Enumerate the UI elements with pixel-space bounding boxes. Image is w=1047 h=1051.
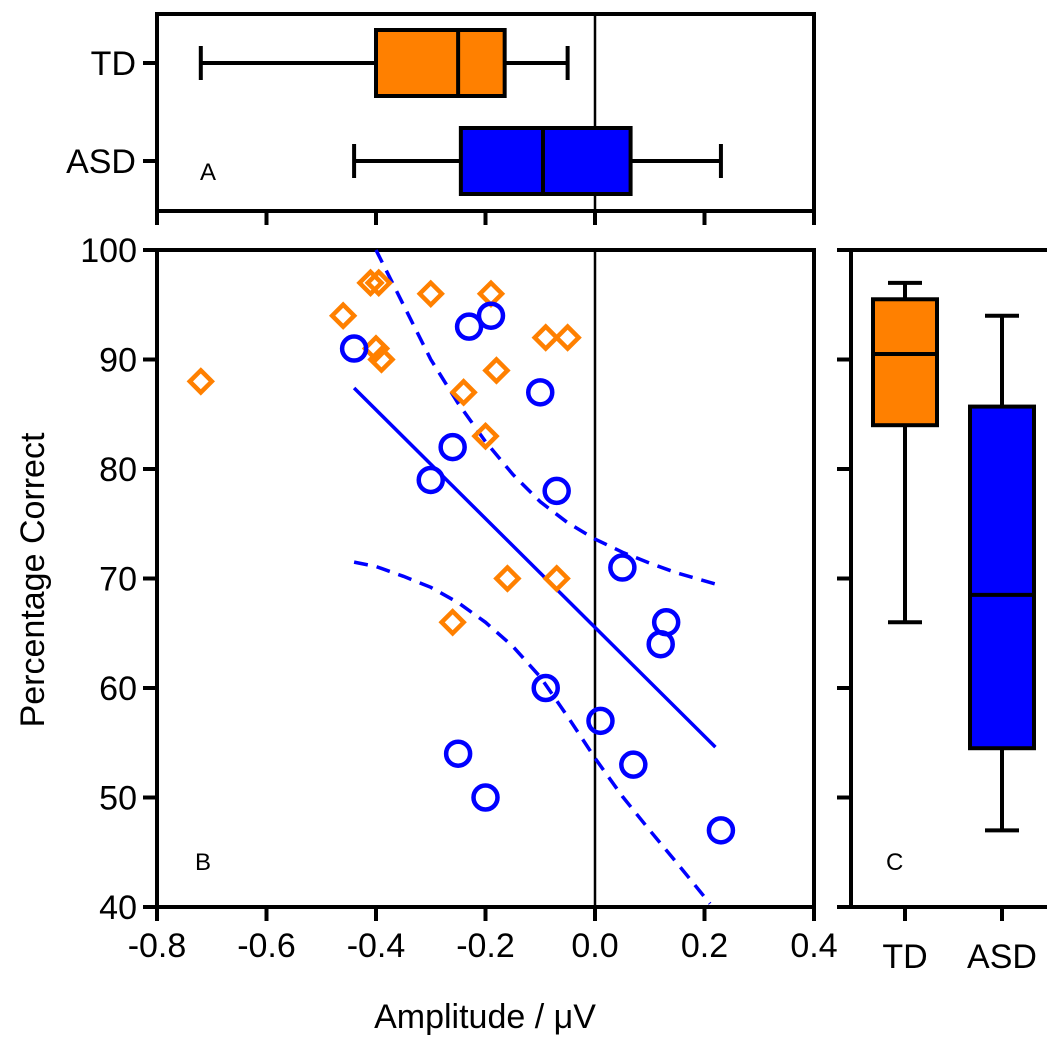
confidence-band-lower	[353, 560, 712, 905]
panel-b-y-tick-label: 100	[80, 232, 137, 270]
td-data-point	[531, 323, 560, 352]
panel-b-x-tick-label: 0.0	[571, 927, 618, 965]
td-data-point	[493, 564, 522, 593]
panel-a-category-asd: ASD	[66, 143, 136, 181]
td-data-point	[186, 367, 215, 396]
panel-a-boxes	[198, 28, 723, 196]
panel-b-regression	[352, 249, 717, 905]
td-data-point	[328, 301, 358, 330]
asd-data-point	[646, 629, 675, 659]
panel-b-y-tick-label: 40	[99, 889, 137, 927]
panel-c-category-td: TD	[882, 938, 927, 976]
panel-a-x-ticks	[155, 211, 816, 225]
asd-data-point	[608, 553, 637, 582]
panel-b-y-ticks: 40 50 60 70 80 90 100	[80, 232, 157, 927]
panel-b-x-tick-label: -0.2	[456, 927, 515, 965]
panel-c-letter: C	[886, 849, 903, 876]
td-data-point	[449, 378, 478, 407]
asd-data-point	[416, 465, 445, 495]
td-data-point	[367, 345, 396, 374]
panel-b-y-tick-label: 80	[99, 451, 137, 489]
td-data-point	[482, 356, 511, 385]
panel-b-x-tick-label: -0.6	[237, 927, 296, 965]
asd-data-point	[586, 706, 615, 736]
asd-data-point	[476, 301, 506, 330]
td-data-point	[438, 608, 467, 637]
asd-data-point	[706, 816, 736, 845]
td-data-point	[364, 268, 393, 298]
panel-c: C TD ASD	[837, 248, 1047, 976]
panel-a-category-td: TD	[91, 45, 136, 83]
asd-data-point	[542, 476, 571, 506]
panel-c-category-asd: ASD	[967, 938, 1037, 976]
panel-b: -0.8 -0.6 -0.4 -0.2 0.0 0.2 0.4 40 50 60 70 80 90 10…	[14, 232, 838, 1036]
panel-b-y-tick-label: 50	[99, 780, 137, 818]
panel-a: TD ASD A	[66, 12, 816, 225]
confidence-band-upper	[374, 249, 716, 586]
panel-b-x-tick-label: 0.2	[681, 927, 728, 965]
panel-b-x-tick-label: -0.4	[347, 927, 406, 965]
asd-data-point	[619, 750, 648, 779]
y-axis-title: Percentage Correct	[14, 432, 52, 727]
panel-b-x-ticks: -0.8 -0.6 -0.4 -0.2 0.0 0.2 0.4	[128, 907, 838, 965]
regression-line	[352, 386, 717, 749]
asd-data-point	[526, 378, 555, 407]
panel-a-box-td	[374, 28, 507, 98]
panel-c-box-asd	[968, 404, 1036, 751]
panel-b-x-tick-label: 0.4	[790, 927, 837, 965]
panel-b-x-tick-label: -0.8	[128, 927, 187, 965]
td-data-point	[361, 334, 391, 363]
td-data-point	[542, 564, 571, 593]
asd-data-point	[339, 334, 369, 363]
panel-b-y-tick-label: 70	[99, 561, 137, 599]
panel-a-letter: A	[200, 159, 216, 186]
panel-c-y-ticks	[837, 248, 851, 909]
td-data-point	[416, 279, 445, 308]
td-data-point	[356, 268, 385, 298]
panel-c-box-td	[871, 297, 939, 428]
asd-data-point	[454, 312, 484, 341]
asd-data-point	[443, 739, 473, 768]
td-data-point	[471, 421, 500, 451]
panel-b-y-tick-label: 90	[99, 342, 137, 380]
asd-data-point	[438, 432, 467, 462]
td-data-point	[553, 323, 582, 352]
asd-data-point	[531, 673, 560, 703]
panel-c-boxes	[871, 280, 1036, 833]
x-axis-title: Amplitude / μV	[374, 998, 596, 1036]
panel-b-points	[186, 268, 736, 845]
panel-b-y-tick-label: 60	[99, 670, 137, 708]
asd-data-point	[471, 783, 500, 812]
panel-a-box-asd	[458, 126, 633, 196]
panel-b-letter: B	[195, 849, 211, 876]
